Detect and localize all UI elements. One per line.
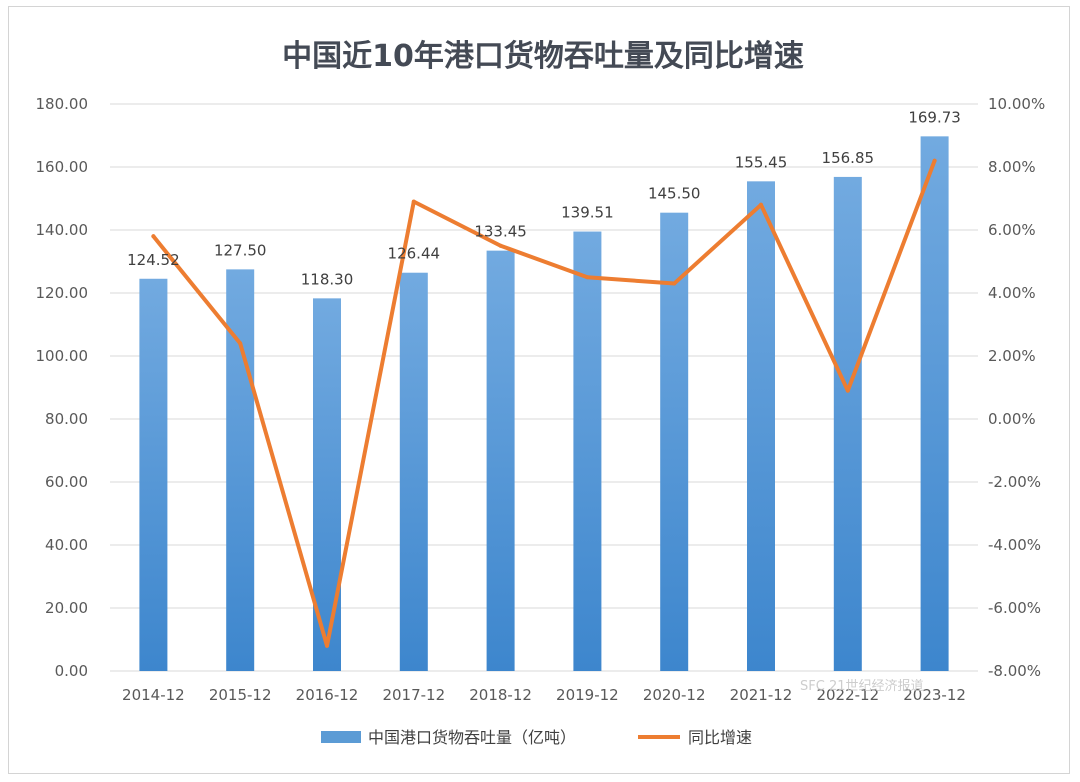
y-right-tick-label: -4.00% — [988, 536, 1041, 554]
bar-value-label: 118.30 — [301, 270, 354, 288]
y-left-tick-label: 80.00 — [45, 410, 88, 428]
bar-value-label: 155.45 — [735, 153, 788, 171]
line-point — [585, 275, 590, 280]
bar — [920, 136, 949, 672]
bar-value-label: 124.52 — [127, 251, 180, 269]
x-tick-label: 2017-12 — [382, 686, 445, 704]
x-tick-label: 2021-12 — [730, 686, 793, 704]
line-point — [845, 388, 850, 393]
bar-value-label: 126.44 — [388, 245, 441, 263]
y-left-tick-label: 160.00 — [36, 158, 89, 176]
bar-series — [139, 136, 949, 672]
y-right-tick-label: 6.00% — [988, 221, 1036, 239]
y-right-tick-label: -6.00% — [988, 599, 1041, 617]
legend-swatch-bar — [321, 731, 361, 743]
bar — [226, 269, 255, 671]
y-left-tick-label: 120.00 — [36, 284, 89, 302]
x-tick-label: 2023-12 — [903, 686, 966, 704]
x-tick-label: 2018-12 — [469, 686, 532, 704]
line-point — [151, 234, 156, 239]
y-right-tick-label: 4.00% — [988, 284, 1036, 302]
bar — [399, 272, 428, 671]
y-left-tick-label: 0.00 — [55, 662, 88, 680]
watermark: SFC 21世纪经济报道 — [800, 679, 923, 694]
y-left-tick-label: 180.00 — [36, 95, 89, 113]
y-left-tick-label: 140.00 — [36, 221, 89, 239]
y-axis-right: -8.00% -6.00% -4.00% -2.00% 0.00% 2.00% 4.00% 6… — [988, 95, 1045, 680]
watermark-text: SFC 21世纪经济报道 — [800, 679, 923, 694]
legend: 中国港口货物吞吐量（亿吨） 同比增速 — [321, 728, 752, 747]
line-point — [411, 199, 416, 204]
bar — [139, 278, 168, 671]
x-tick-label: 2020-12 — [643, 686, 706, 704]
y-right-tick-label: 2.00% — [988, 347, 1036, 365]
line-point — [932, 158, 937, 163]
y-axis-left: 0.00 20.00 40.00 60.00 80.00 100.00 120.00 140.… — [36, 95, 89, 680]
y-right-tick-label: -2.00% — [988, 473, 1041, 491]
legend-label-line: 同比增速 — [688, 728, 752, 747]
bar — [573, 231, 602, 671]
chart-title: 中国近10年港口货物吞吐量及同比增速 — [282, 39, 804, 74]
y-left-tick-label: 40.00 — [45, 536, 88, 554]
chart-frame — [8, 6, 1070, 774]
bar — [660, 212, 689, 672]
line-point — [672, 281, 677, 286]
y-right-tick-label: 8.00% — [988, 158, 1036, 176]
data-labels: 124.52 127.50 118.30 126.44 133.45 139.51 145.… — [127, 108, 961, 288]
bar-value-label: 156.85 — [822, 149, 875, 167]
line-point — [498, 243, 503, 248]
line-point — [759, 202, 763, 207]
legend-label-bar: 中国港口货物吞吐量（亿吨） — [368, 728, 576, 747]
bar-value-label: 139.51 — [561, 204, 614, 222]
y-right-tick-label: -8.00% — [988, 662, 1041, 680]
bar-value-label: 133.45 — [474, 223, 527, 241]
line-point — [325, 643, 329, 648]
x-tick-label: 2022-12 — [816, 686, 879, 704]
bar — [747, 181, 775, 671]
y-left-tick-label: 20.00 — [45, 599, 88, 617]
x-axis: 2014-12 2015-12 2016-12 2017-12 2018-12 2019-… — [122, 686, 966, 704]
bar — [486, 250, 515, 671]
bar-value-label: 145.50 — [648, 185, 701, 203]
y-left-tick-label: 60.00 — [45, 473, 88, 491]
bar-value-label: 127.50 — [214, 241, 267, 259]
bar-value-label: 169.73 — [908, 108, 961, 126]
bar — [833, 176, 862, 672]
x-tick-label: 2015-12 — [209, 686, 272, 704]
line-series — [151, 158, 937, 648]
line-point — [238, 341, 243, 346]
x-tick-label: 2019-12 — [556, 686, 619, 704]
y-left-tick-label: 100.00 — [36, 347, 89, 365]
x-tick-label: 2014-12 — [122, 686, 185, 704]
x-tick-label: 2016-12 — [296, 686, 359, 704]
y-right-tick-label: 0.00% — [988, 410, 1036, 428]
growth-line — [151, 158, 937, 648]
y-right-tick-label: 10.00% — [988, 95, 1045, 113]
